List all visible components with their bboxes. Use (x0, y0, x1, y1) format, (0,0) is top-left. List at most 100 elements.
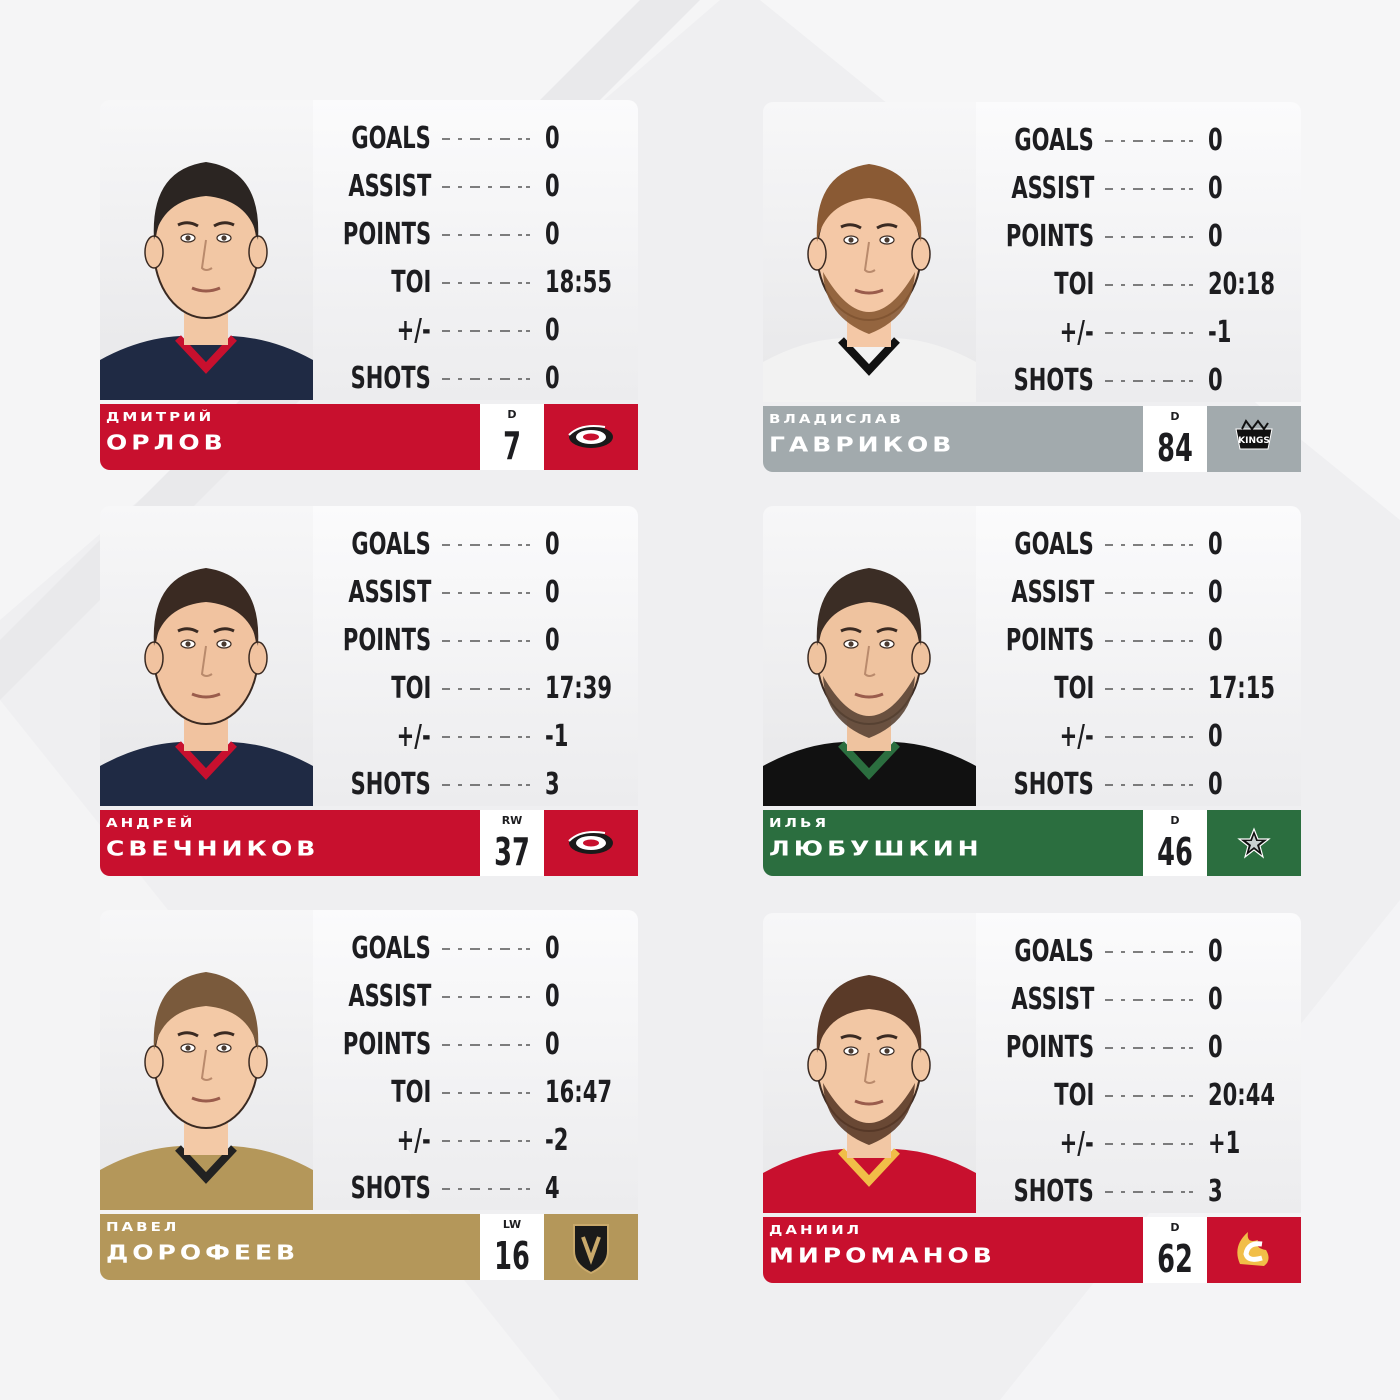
team-logo-box (1207, 1217, 1301, 1283)
first-name: илья (769, 815, 829, 831)
stat-value: 0 (1208, 767, 1223, 802)
stat-label: ASSIST (348, 979, 431, 1014)
stat-value: 0 (545, 313, 560, 348)
stat-value: 0 (545, 979, 560, 1014)
carolina-hurricanes-logo (544, 810, 638, 876)
stat-label: SHOTS (1013, 767, 1094, 802)
dotted-leader (442, 1092, 530, 1094)
stat-value: 0 (1208, 719, 1223, 754)
team-logo-box (544, 1214, 638, 1280)
stat-label: ASSIST (1011, 171, 1094, 206)
stat-value: 0 (545, 169, 560, 204)
jersey-number-box: D 46 (1143, 810, 1207, 876)
stat-label: TOI (1053, 671, 1094, 706)
stat-label: +/- (396, 313, 431, 348)
stat-label: POINTS (342, 623, 431, 658)
stat-label: TOI (1053, 267, 1094, 302)
stat-value: 0 (545, 1027, 560, 1062)
stat-value: 17:39 (545, 671, 613, 706)
stat-value: 0 (1208, 363, 1223, 398)
dotted-leader (442, 544, 530, 546)
stat-row: ASSIST 0 (313, 974, 638, 1020)
stats-panel: GOALS 0 ASSIST 0 POINTS 0 TOI 20:4 (976, 913, 1301, 1213)
vegas-golden-knights-logo (544, 1214, 638, 1280)
stat-label: SHOTS (1013, 1174, 1094, 1209)
stat-label: ASSIST (348, 575, 431, 610)
dotted-leader (1105, 1191, 1193, 1193)
stat-row: POINTS 0 (313, 212, 638, 258)
stat-value: 3 (1208, 1174, 1223, 1209)
name-bar: владислав гавриков (763, 406, 1143, 472)
jersey-number: 7 (503, 424, 521, 468)
dotted-leader (1105, 1143, 1193, 1145)
dotted-leader (1105, 736, 1193, 738)
dotted-leader (442, 378, 530, 380)
stat-value: 0 (1208, 171, 1223, 206)
stat-label: TOI (390, 671, 431, 706)
stat-row: +/- -1 (313, 714, 638, 760)
portrait-frame (763, 506, 976, 806)
position-label: D (507, 408, 517, 421)
dotted-leader (1105, 332, 1193, 334)
stat-row: POINTS 0 (976, 214, 1301, 260)
stat-value: -1 (545, 719, 569, 754)
svg-text:KINGS: KINGS (1238, 436, 1270, 446)
position-label: D (1170, 410, 1180, 423)
stat-value: 18:55 (545, 265, 613, 300)
jersey-number: 84 (1157, 426, 1193, 470)
stat-row: ASSIST 0 (976, 570, 1301, 616)
stats-panel: GOALS 0 ASSIST 0 POINTS 0 TOI 16:4 (313, 910, 638, 1210)
first-name: даниил (769, 1222, 863, 1238)
stat-row: +/- -1 (976, 310, 1301, 356)
portrait-frame (100, 910, 313, 1210)
dotted-leader (1105, 592, 1193, 594)
stat-label: TOI (390, 1075, 431, 1110)
stat-value: 0 (1208, 982, 1223, 1017)
player-portrait (763, 164, 976, 402)
portrait-frame (763, 913, 976, 1213)
stat-label: GOALS (1014, 123, 1094, 158)
dotted-leader (442, 784, 530, 786)
stat-row: +/- 0 (313, 308, 638, 354)
stat-value: 0 (545, 931, 560, 966)
last-name: орлов (106, 431, 227, 455)
stat-row: POINTS 0 (313, 618, 638, 664)
name-bar: илья любушкин (763, 810, 1143, 876)
position-label: D (1170, 814, 1180, 827)
team-logo-box (544, 810, 638, 876)
dotted-leader (442, 948, 530, 950)
jersey-number: 46 (1157, 830, 1193, 874)
stat-label: ASSIST (1011, 575, 1094, 610)
dotted-leader (442, 996, 530, 998)
stat-label: SHOTS (350, 767, 431, 802)
dotted-leader (442, 1044, 530, 1046)
first-name: владислав (769, 411, 904, 427)
stat-label: TOI (390, 265, 431, 300)
stat-value: 0 (545, 361, 560, 396)
name-bar: андрей свечников (100, 810, 480, 876)
dotted-leader (1105, 188, 1193, 190)
jersey-number: 16 (494, 1234, 530, 1278)
player-portrait (100, 568, 313, 806)
portrait-frame (100, 100, 313, 400)
player-card: GOALS 0 ASSIST 0 POINTS 0 TOI 20:4 (763, 913, 1301, 1283)
stat-value: -2 (545, 1123, 569, 1158)
team-logo-box: KINGS (1207, 406, 1301, 472)
dotted-leader (1105, 544, 1193, 546)
stat-row: +/- -2 (313, 1118, 638, 1164)
dotted-leader (1105, 951, 1193, 953)
dotted-leader (442, 138, 530, 140)
player-card: GOALS 0 ASSIST 0 POINTS 0 TOI 18:5 (100, 100, 638, 470)
dotted-leader (442, 688, 530, 690)
last-name: мироманов (769, 1244, 996, 1268)
stat-value: 17:15 (1208, 671, 1276, 706)
stat-label: ASSIST (348, 169, 431, 204)
stat-row: SHOTS 4 (313, 1166, 638, 1212)
stat-value: 0 (1208, 934, 1223, 969)
dotted-leader (1105, 784, 1193, 786)
dotted-leader (442, 330, 530, 332)
stat-label: +/- (1059, 1126, 1094, 1161)
stat-label: ASSIST (1011, 982, 1094, 1017)
los-angeles-kings-logo: KINGS (1207, 406, 1301, 472)
jersey-number-box: D 84 (1143, 406, 1207, 472)
